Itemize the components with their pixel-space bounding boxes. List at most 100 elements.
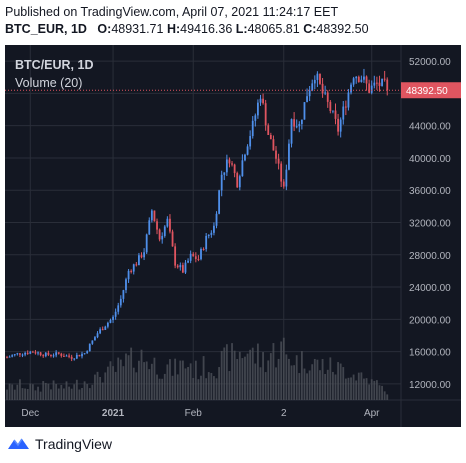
candle-body [31, 351, 34, 353]
candle-body [295, 126, 298, 128]
candle-body [363, 76, 365, 80]
volume-bar [83, 381, 86, 400]
volume-bar [308, 370, 311, 400]
candle-body [106, 322, 109, 327]
candlestick-chart[interactable]: 12000.00 16000.00 20000.00 24000.00 28000.00… [5, 45, 461, 427]
candle-body [236, 173, 239, 188]
volume-bar [277, 358, 280, 400]
volume-bar [169, 359, 171, 400]
candle-body [210, 232, 213, 235]
volume-bar [347, 377, 350, 400]
candle-body [94, 337, 96, 341]
volume-bar [52, 380, 55, 400]
volume-bar [50, 389, 52, 400]
candle-body [47, 352, 50, 355]
volume-bar [202, 356, 205, 400]
volume-bar [187, 366, 189, 400]
candle-body [127, 270, 130, 280]
chart-panel[interactable]: 12000.00 16000.00 20000.00 24000.00 28000.00… [5, 45, 461, 427]
volume-bar [94, 374, 96, 400]
candle-body [244, 154, 246, 161]
chart-background [5, 45, 461, 427]
candle-body [207, 234, 210, 236]
volume-bar [352, 374, 355, 400]
volume-bar [163, 373, 166, 400]
volume-bar [60, 384, 63, 400]
candle-body [86, 351, 89, 354]
volume-bar [210, 372, 213, 400]
candle-body [381, 78, 383, 86]
candle-body [83, 353, 86, 355]
volume-bar [290, 365, 293, 400]
volume-bar [257, 343, 259, 400]
x-tick-label: 2 [281, 408, 287, 419]
volume-bar [39, 391, 42, 400]
candle-body [254, 115, 257, 121]
candle-body [101, 329, 104, 331]
volume-bar [171, 375, 174, 400]
volume-bar [55, 383, 58, 400]
candle-body [57, 352, 60, 354]
volume-bar [288, 358, 290, 400]
volume-bar [375, 380, 378, 400]
volume-bar [122, 366, 125, 400]
grid-lines [5, 45, 461, 427]
volume-bar [280, 341, 283, 400]
volume-bar [244, 356, 246, 400]
candle-body [269, 134, 272, 140]
candle-body [298, 124, 301, 127]
candle-body [19, 353, 21, 355]
published-note: Published on TradingView.com, April 07, … [5, 5, 339, 19]
candle-body [73, 358, 76, 360]
candle-body [68, 355, 70, 357]
volume-bar [238, 351, 241, 400]
candle-body [257, 102, 259, 116]
candle-body [91, 340, 94, 344]
volume-bar [383, 391, 386, 400]
candle-body [156, 221, 158, 230]
volume-bar [311, 364, 314, 400]
x-tick-label: Dec [21, 408, 39, 419]
y-tick-label: 12000.00 [409, 380, 451, 391]
volume-bar [166, 364, 169, 400]
volume-bar [344, 378, 347, 400]
candle-body [262, 98, 264, 104]
volume-bar [112, 366, 114, 400]
volume-bar [378, 385, 381, 400]
volume-bar [264, 372, 267, 400]
volume-bar [37, 386, 39, 400]
candle-body [119, 298, 122, 306]
candle-body [163, 226, 166, 236]
volume-bar [91, 384, 94, 400]
candle-body [347, 92, 350, 108]
candle-body [303, 102, 306, 120]
volume-bar [132, 367, 135, 400]
candle-body [308, 90, 311, 97]
low-value: 48065.81 [247, 22, 300, 36]
candle-body [339, 119, 342, 132]
volume-bar [138, 360, 140, 400]
candle-body [321, 83, 324, 94]
volume-bar [13, 389, 16, 400]
candle-body [300, 119, 303, 125]
candle-body [44, 352, 47, 357]
volume-bar [127, 355, 130, 400]
volume-bar [295, 355, 298, 400]
volume-bar [300, 351, 303, 400]
close-value: 48392.50 [316, 22, 369, 36]
volume-bar [119, 359, 122, 400]
candle-body [352, 78, 355, 85]
volume-bar [220, 350, 223, 400]
volume-bar [293, 365, 296, 400]
candle-body [192, 253, 195, 257]
footer-brand[interactable]: TradingView [7, 434, 112, 454]
candle-body [153, 210, 156, 222]
volume-bar [319, 370, 321, 400]
volume-bar [29, 383, 32, 400]
volume-bar [316, 359, 319, 400]
candle-body [383, 78, 386, 80]
candle-body [34, 352, 37, 354]
volume-bar [249, 349, 252, 400]
volume-bar [262, 352, 264, 400]
candle-body [293, 119, 296, 127]
